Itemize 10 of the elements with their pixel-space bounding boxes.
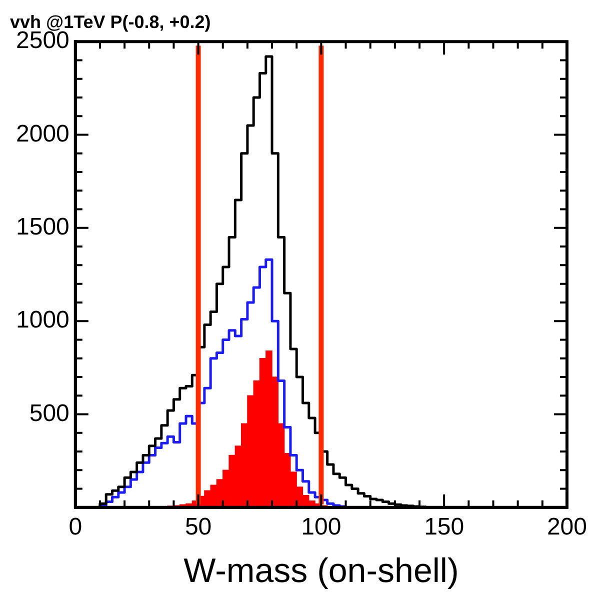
x-axis-title: W-mass (on-shell) xyxy=(184,552,459,590)
x-tick-label: 150 xyxy=(424,513,464,540)
x-tick-label: 200 xyxy=(546,513,587,540)
y-tick-label: 1500 xyxy=(16,214,70,241)
y-tick-label: 2000 xyxy=(16,120,70,148)
x-tick-label: 0 xyxy=(68,513,82,540)
y-tick-label: 1000 xyxy=(16,306,70,334)
y-tick-label: 500 xyxy=(29,400,70,427)
x-tick-label: 100 xyxy=(301,513,342,540)
x-tick-label: 50 xyxy=(184,513,212,540)
